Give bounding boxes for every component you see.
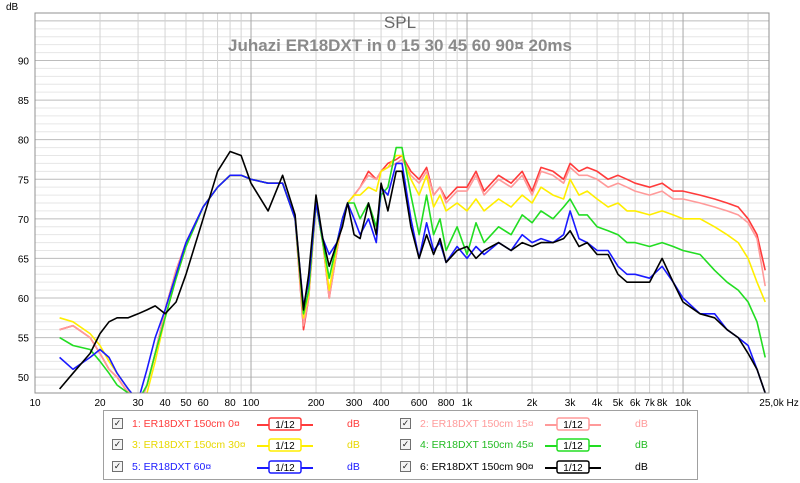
legend-label: 5: ER18DXT 60¤ [132, 461, 212, 473]
series-line-4 [59, 146, 766, 393]
x-tick-label: 10k [675, 398, 692, 409]
plot-frame [34, 12, 770, 394]
y-tick-label: 70 [18, 215, 30, 226]
y-tick-label: 75 [18, 175, 30, 186]
y-tick-label: 50 [18, 373, 30, 384]
chart-subtitle: Juhazi ER18DXT in 0 15 30 45 60 90¤ 20ms [228, 36, 572, 55]
tick-labels: 50 55 60 65 70 75 80 85 90 10 20 30 40 50 60 80 100 200 30… [18, 57, 799, 410]
y-tick-label: 60 [18, 294, 30, 305]
x-tick-label: 400 [373, 398, 390, 409]
x-tick-label: 80 [225, 398, 237, 409]
y-tick-label: 65 [18, 254, 30, 265]
legend-unit: dB [635, 439, 648, 451]
smoothing-label: 1/12 [563, 441, 583, 452]
smoothing-line-icon: 1/12 [545, 417, 601, 431]
legend-checkbox[interactable]: ✓ [112, 418, 123, 429]
x-tick-label: 7k [644, 398, 656, 409]
legend-unit: dB [347, 461, 360, 473]
x-tick-label: 100 [243, 398, 260, 409]
x-tick-label: 40 [159, 398, 171, 409]
smoothing-line-icon: 1/12 [545, 438, 601, 452]
x-tick-label: 800 [438, 398, 455, 409]
y-tick-label: 85 [18, 96, 30, 107]
spl-chart: 50 55 60 65 70 75 80 85 90 10 20 30 40 50 60 80 100 200 30… [6, 2, 799, 410]
legend-label: 2: ER18DXT 150cm 15¤ [420, 418, 534, 430]
legend-checkbox[interactable]: ✓ [112, 439, 123, 450]
legend-label: 4: ER18DXT 150cm 45¤ [420, 439, 534, 451]
x-tick-label: 50 [180, 398, 192, 409]
smoothing-label: 1/12 [563, 420, 583, 431]
legend-panel: ✓ 1: ER18DXT 150cm 0¤ 1/12 dB ✓ 2: ER18D… [103, 410, 698, 480]
smoothing-label: 1/12 [275, 441, 295, 452]
x-tick-label: 20 [94, 398, 106, 409]
x-tick-label: 1k [462, 398, 474, 409]
x-tick-label: 6k [630, 398, 642, 409]
x-tick-label: 4k [592, 398, 604, 409]
x-tick-label: 10 [29, 398, 41, 409]
legend-item[interactable]: ✓ 5: ER18DXT 60¤ 1/12 dB [112, 458, 397, 476]
legend-checkbox[interactable]: ✓ [400, 439, 411, 450]
x-tick-label: 2k [527, 398, 539, 409]
smoothing-line-icon: 1/12 [257, 438, 313, 452]
series-line-5 [59, 162, 766, 393]
legend-label: 1: ER18DXT 150cm 0¤ [132, 418, 240, 430]
y-tick-label: 80 [18, 136, 30, 147]
legend-item[interactable]: ✓ 3: ER18DXT 150cm 30¤ 1/12 dB [112, 436, 397, 454]
legend-item[interactable]: ✓ 1: ER18DXT 150cm 0¤ 1/12 dB [112, 415, 397, 433]
smoothing-label: 1/12 [275, 463, 295, 474]
y-axis-label: dB [6, 2, 19, 13]
x-tick-label: 8k [657, 398, 669, 409]
legend-label: 3: ER18DXT 150cm 30¤ [132, 439, 246, 451]
smoothing-line-icon: 1/12 [545, 460, 601, 474]
smoothing-line-icon: 1/12 [257, 417, 313, 431]
smoothing-label: 1/12 [275, 420, 295, 431]
legend-item[interactable]: ✓ 6: ER18DXT 150cm 90¤ 1/12 dB [400, 458, 685, 476]
legend-item[interactable]: ✓ 4: ER18DXT 150cm 45¤ 1/12 dB [400, 436, 685, 454]
x-tick-label: 300 [346, 398, 363, 409]
series-group [58, 146, 766, 393]
y-tick-label: 55 [18, 334, 30, 345]
legend-unit: dB [347, 439, 360, 451]
smoothing-label: 1/12 [563, 463, 583, 474]
legend-unit: dB [635, 418, 648, 430]
legend-unit: dB [635, 461, 648, 473]
x-tick-label: 200 [308, 398, 325, 409]
x-tick-label: 600 [411, 398, 428, 409]
legend-unit: dB [347, 418, 360, 430]
chart-title: SPL [384, 13, 416, 32]
series-line-6 [58, 150, 766, 393]
x-tick-label: 3k [565, 398, 577, 409]
x-tick-label: 5k [613, 398, 625, 409]
smoothing-line-icon: 1/12 [257, 460, 313, 474]
x-tick-label: 25,0k Hz [759, 398, 798, 409]
legend-label: 6: ER18DXT 150cm 90¤ [420, 461, 534, 473]
y-tick-label: 90 [18, 57, 30, 68]
legend-checkbox[interactable]: ✓ [400, 418, 411, 429]
legend-checkbox[interactable]: ✓ [112, 461, 123, 472]
legend-item[interactable]: ✓ 2: ER18DXT 150cm 15¤ 1/12 dB [400, 415, 685, 433]
x-tick-label: 30 [133, 398, 145, 409]
legend-checkbox[interactable]: ✓ [400, 461, 411, 472]
x-tick-label: 60 [198, 398, 210, 409]
